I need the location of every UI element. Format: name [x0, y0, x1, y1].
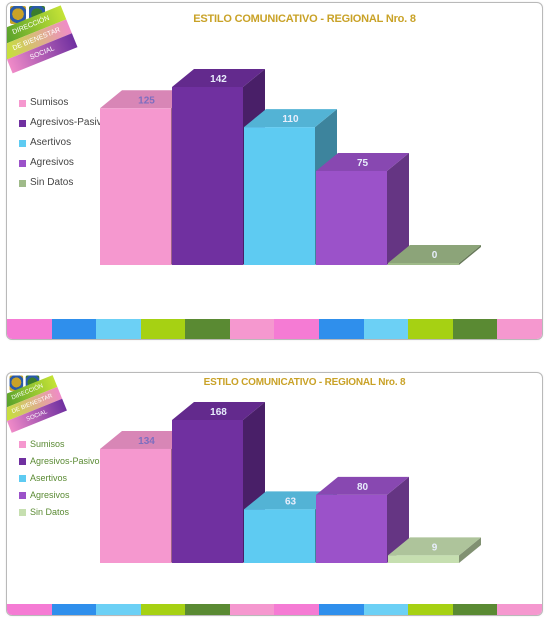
chart-legend: Sumisos Agresivos-Pasivos Asertivos Agresiv… [19, 95, 139, 195]
color-strip-segment [96, 319, 141, 339]
legend-swatch [19, 475, 26, 482]
bar [244, 109, 337, 266]
crest-icon [10, 6, 26, 24]
bar [316, 152, 409, 265]
legend-swatch [19, 100, 26, 107]
chart-title: ESTILO COMUNICATIVO - REGIONAL Nro. 8 [203, 377, 406, 388]
legend-item: Agresivos [19, 489, 139, 506]
color-strip-segment [408, 604, 453, 615]
color-strip-segment [229, 604, 275, 615]
bar [388, 245, 481, 265]
legend-item: Sin Datos [19, 506, 139, 523]
legend-item: Sumisos [19, 95, 139, 115]
legend-item: Agresivos-Pasivos [19, 115, 139, 135]
bar [316, 476, 409, 563]
legend-item: Sumisos [19, 438, 139, 455]
color-strip-segment [51, 319, 97, 339]
color-strip-segment [185, 319, 230, 339]
color-strip-segment [140, 319, 186, 339]
legend-label: Agresivos [30, 490, 70, 500]
color-strip-segment [363, 319, 409, 339]
legend-swatch [19, 120, 26, 127]
color-strip-segment [51, 604, 97, 615]
legend-label: Agresivos-Pasivos [30, 456, 105, 466]
color-strip-segment [96, 604, 141, 615]
legend-swatch [19, 140, 26, 147]
color-strip-segment [452, 604, 498, 615]
data-label: 168 [210, 407, 227, 418]
legend-label: Asertivos [30, 473, 68, 483]
color-strip-segment [7, 604, 52, 615]
color-strip-segment [7, 319, 52, 339]
legend-label: Sin Datos [30, 177, 74, 188]
legend-label: Sin Datos [30, 507, 70, 517]
data-label: 142 [210, 74, 227, 85]
color-strip-segment [140, 604, 186, 615]
data-label: 0 [432, 250, 438, 261]
legend-swatch [19, 492, 26, 499]
chart-panel-1: DIRECCIÓN DE BIENESTAR SOCIAL ESTILO COMUNI… [6, 2, 543, 340]
bar-chart: 134 168 63 80 9 [100, 402, 481, 563]
color-strip-segment [274, 319, 320, 339]
color-strip-segment [274, 604, 320, 615]
data-label: 134 [138, 436, 155, 447]
legend-label: Sumisos [30, 439, 65, 449]
color-strip-segment [452, 319, 498, 339]
data-label: 110 [282, 114, 299, 125]
legend-item: Agresivos-Pasivos [19, 455, 139, 472]
color-strip-segment [497, 604, 542, 615]
color-strip-segment [363, 604, 409, 615]
chart-legend: Sumisos Agresivos-Pasivos Asertivos Agresiv… [19, 438, 139, 523]
bar [388, 537, 481, 563]
color-strip-segment [319, 604, 364, 615]
chart-title: ESTILO COMUNICATIVO - REGIONAL Nro. 8 [193, 13, 416, 25]
color-strip-segment [408, 319, 453, 339]
data-label: 75 [357, 158, 369, 169]
legend-item: Asertivos [19, 472, 139, 489]
color-strip [7, 319, 542, 339]
legend-label: Agresivos [30, 157, 74, 168]
chart-panel-2: DIRECCIÓN DE BIENESTAR SOCIAL ESTILO COMUNI… [6, 372, 543, 616]
data-label: 9 [432, 542, 438, 553]
color-strip-segment [185, 604, 230, 615]
data-label: 80 [357, 482, 369, 493]
data-label: 63 [285, 496, 297, 507]
legend-item: Agresivos [19, 155, 139, 175]
legend-swatch [19, 180, 26, 187]
legend-label: Asertivos [30, 137, 72, 148]
legend-swatch [19, 509, 26, 516]
color-strip-segment [497, 319, 542, 339]
legend-label: Agresivos-Pasivos [30, 117, 113, 128]
legend-swatch [19, 458, 26, 465]
data-label: 125 [138, 95, 155, 106]
legend-swatch [19, 441, 26, 448]
color-strip-segment [319, 319, 364, 339]
color-strip-segment [229, 319, 275, 339]
color-strip [7, 604, 542, 615]
bar-chart: 125 142 110 75 0 [100, 69, 481, 266]
legend-swatch [19, 160, 26, 167]
legend-label: Sumisos [30, 97, 69, 108]
legend-item: Asertivos [19, 135, 139, 155]
legend-item: Sin Datos [19, 175, 139, 195]
